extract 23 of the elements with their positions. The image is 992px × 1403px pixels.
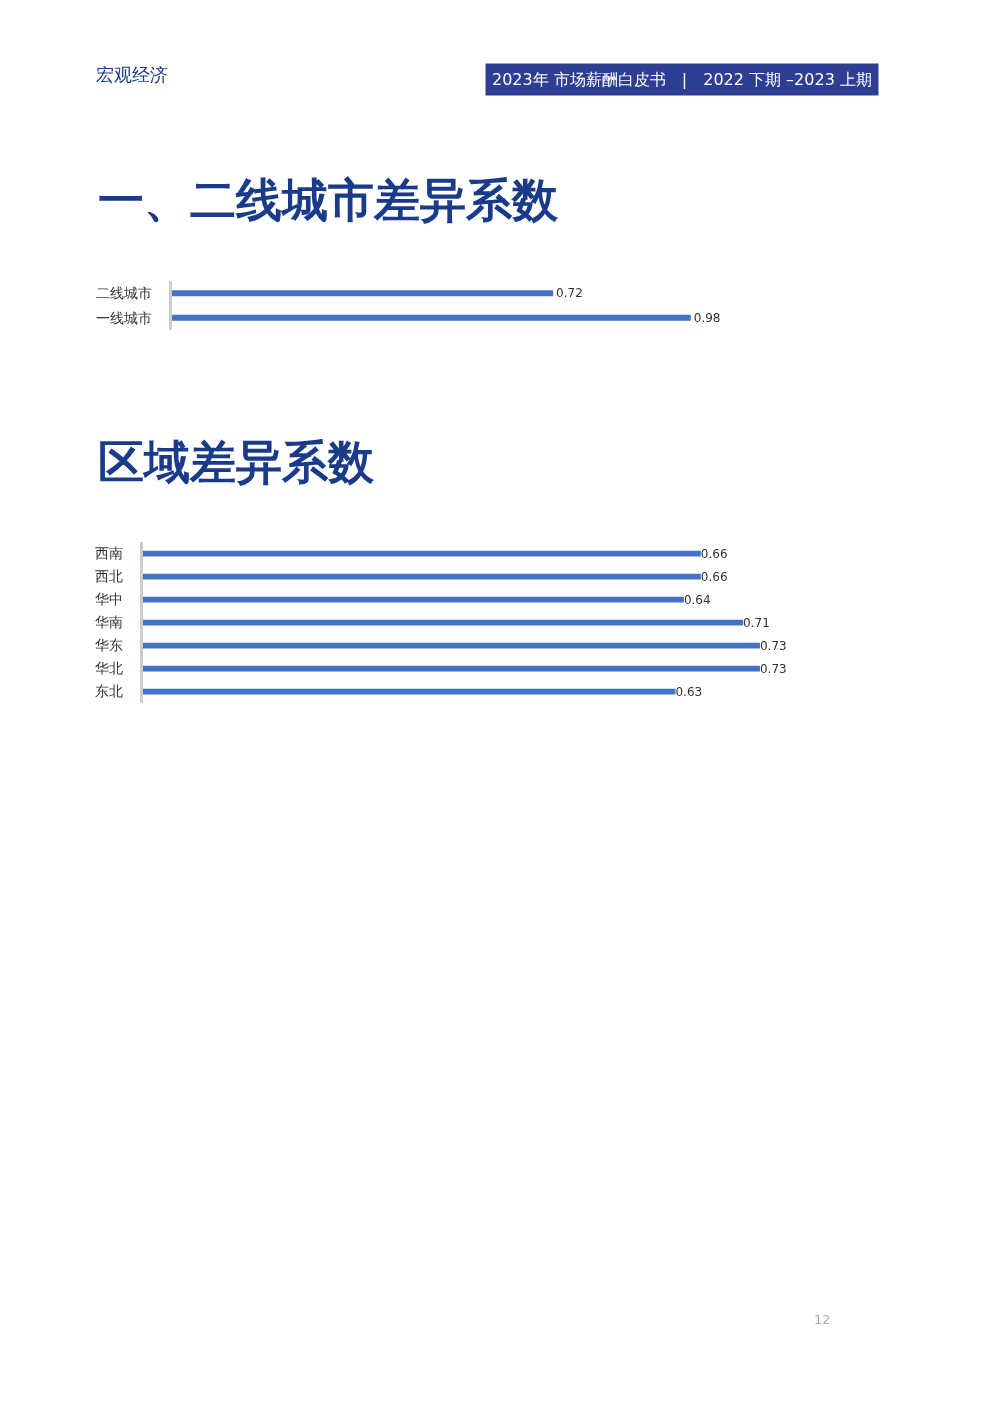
y-tick-label: 华北 (95, 660, 124, 677)
data-label: 0.64 (683, 592, 711, 607)
y-tick-label: 华南 (95, 614, 124, 631)
y-tick-label: 华中 (95, 591, 124, 608)
text: 12 (814, 1312, 831, 1327)
chart-title: 区域差异系数 (98, 435, 375, 489)
y-tick-label: 一线城市 (96, 309, 153, 326)
data-label: 0.72 (556, 286, 583, 301)
y-tick-label: 西南 (95, 545, 124, 562)
data-label: 0.98 (693, 310, 721, 325)
y-tick-label: 华东 (95, 637, 124, 654)
data-label: 0.73 (759, 661, 787, 676)
y-tick-label: 东北 (95, 683, 124, 700)
y-tick-label: 二线城市 (96, 285, 153, 302)
data-label: 0.66 (700, 569, 728, 584)
text: 宏观经济 (96, 64, 168, 85)
data-label: 0.66 (700, 546, 728, 561)
y-tick-label: 西北 (95, 568, 124, 585)
chart-title: 一、二线城市差异系数 (98, 173, 559, 227)
data-label: 0.73 (759, 638, 787, 653)
data-label: 0.63 (675, 684, 703, 699)
text: 2023年 市场薪酬白皮书 | 2022 下期 –2023 上期 (492, 70, 872, 89)
data-label: 0.71 (743, 615, 770, 630)
